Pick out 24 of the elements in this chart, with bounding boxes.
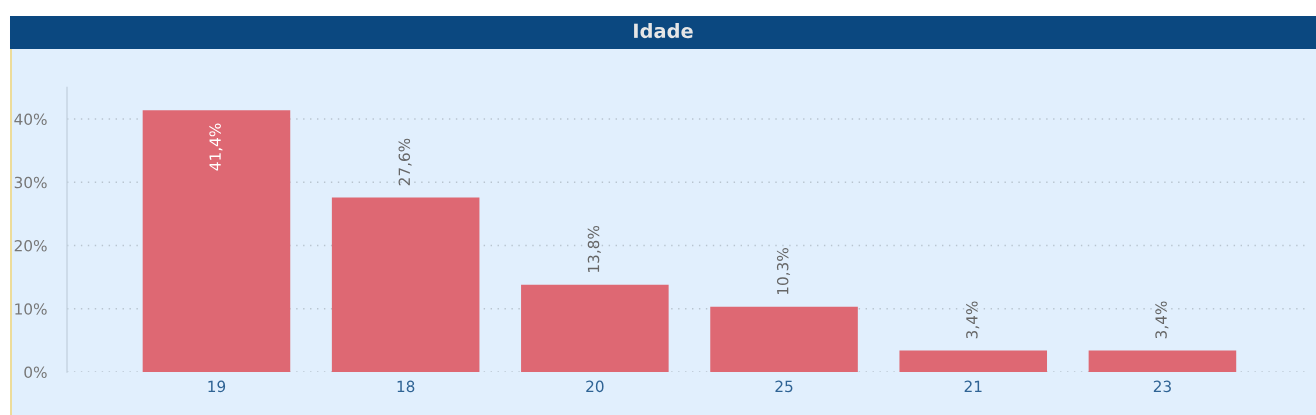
bar [331, 197, 480, 372]
chart-title: Idade [634, 23, 693, 39]
x-tick-label: 21 [964, 380, 982, 392]
x-tick-label: 25 [775, 380, 793, 393]
x-tick-label: 18 [397, 380, 415, 393]
data-label: 27,6% [398, 138, 412, 186]
x-tick-label: 23 [1153, 380, 1171, 393]
y-tick-label: 30% [14, 176, 47, 189]
data-label: 41,4% [209, 123, 223, 171]
bar [142, 110, 291, 372]
y-tick-label: 20% [14, 239, 47, 252]
bar [899, 350, 1048, 372]
data-label: 10,3% [776, 248, 791, 295]
data-label: 3,4% [966, 301, 980, 339]
y-tick-label: 0% [24, 366, 47, 379]
y-tick-label: 40% [14, 113, 47, 126]
bar [1088, 350, 1237, 372]
data-label: 3,4% [1155, 301, 1169, 339]
bar [521, 284, 669, 372]
x-tick-label: 19 [208, 380, 226, 393]
data-label: 13,8% [587, 225, 601, 272]
bar [710, 306, 858, 372]
x-tick-label: 20 [586, 380, 604, 393]
y-tick-label: 10% [15, 303, 47, 315]
